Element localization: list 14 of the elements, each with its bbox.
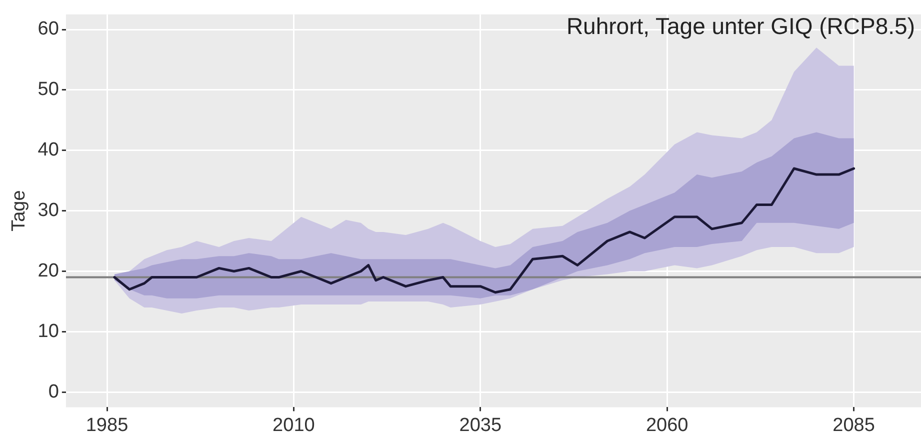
y-axis-title: Tage [8,190,30,232]
x-tick-label: 1985 [86,414,128,436]
x-tick-label: 2035 [459,414,502,436]
x-tick-label: 2060 [646,414,688,436]
y-tick-label: 20 [38,260,59,282]
x-tick-label: 2085 [832,414,875,436]
y-tick-label: 40 [38,140,59,161]
y-tick-label: 0 [48,381,59,402]
y-tick-label: 30 [38,200,59,222]
chart-title: Ruhrort, Tage unter GIQ (RCP8.5) [566,13,915,40]
y-tick-label: 10 [38,320,59,342]
y-tick-label: 50 [38,79,59,100]
x-tick-label: 2010 [272,414,315,436]
y-tick-label: 60 [38,18,59,40]
